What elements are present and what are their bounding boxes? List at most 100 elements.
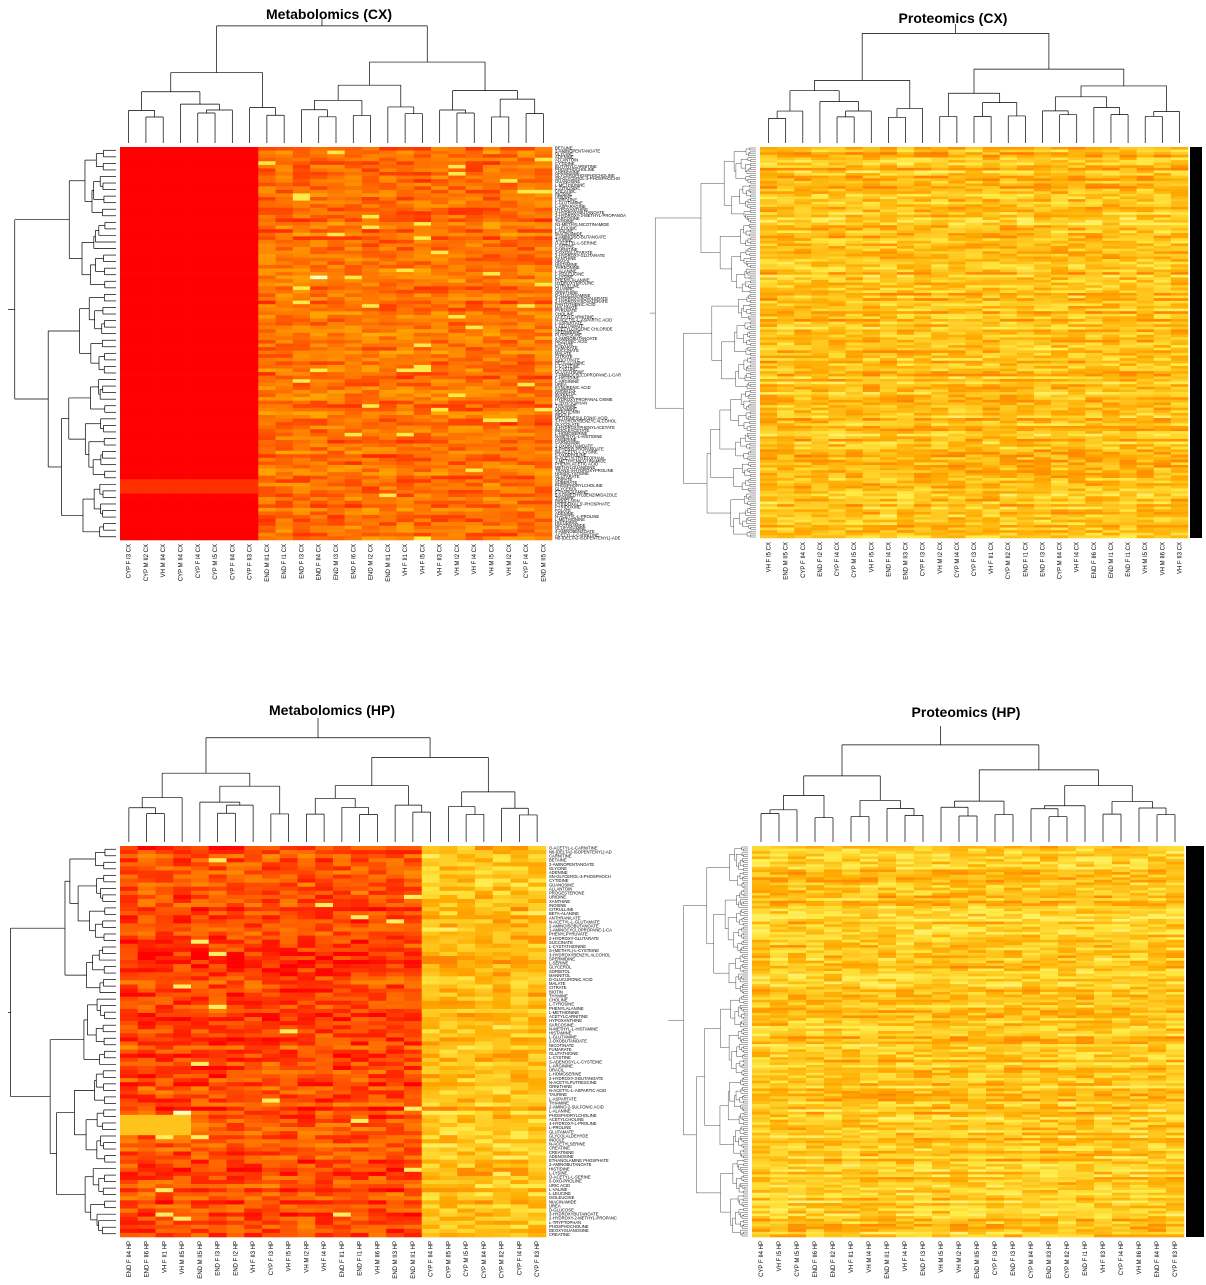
heatmap-cell (396, 386, 415, 391)
heatmap-cell (517, 468, 536, 473)
heatmap-cell (240, 200, 259, 205)
heatmap-cell (310, 425, 328, 430)
heatmap-cell (482, 172, 501, 176)
heatmap-cell (982, 256, 1000, 260)
heatmap-cell (292, 239, 311, 244)
heatmap-cell (223, 425, 242, 430)
heatmap-cell (534, 475, 553, 480)
row-label: SORBITOL (555, 388, 577, 393)
heatmap-cell (482, 500, 501, 505)
heatmap-cell (931, 196, 949, 200)
heatmap-cell (794, 251, 812, 255)
heatmap-cell (760, 191, 778, 195)
heatmap-cell (361, 275, 380, 280)
heatmap-cell (500, 243, 518, 248)
heatmap-cell (1119, 277, 1137, 281)
heatmap-cell (482, 186, 501, 191)
heatmap-cell (275, 222, 294, 226)
heatmap-cell (379, 379, 397, 384)
heatmap-cell (1170, 342, 1189, 346)
heatmap-cell (189, 304, 207, 309)
heatmap-cell (431, 243, 449, 248)
heatmap-cell (1102, 248, 1120, 252)
heatmap-cell (396, 500, 415, 505)
heatmap-cell (1102, 290, 1120, 294)
row-label: 2-OXOGLUTARATE (555, 250, 593, 255)
heatmap-cell (1136, 339, 1155, 343)
heatmap-cell (777, 233, 795, 236)
heatmap-cell (413, 536, 432, 541)
heatmap-cell (794, 324, 812, 328)
heatmap-cell (965, 253, 983, 257)
heatmap-cell (1119, 319, 1137, 322)
heatmap-cell (982, 316, 1000, 320)
heatmap-cell (828, 303, 846, 307)
row-label: INOSINE (555, 192, 572, 197)
heatmap-cell (914, 162, 932, 166)
heatmap-cell (361, 375, 380, 380)
heatmap-cell (1170, 316, 1189, 320)
heatmap-cell (310, 211, 328, 216)
heatmap-cell (465, 197, 484, 201)
heatmap-cell (534, 157, 553, 162)
heatmap-cell (171, 311, 190, 316)
column-label: VH F I4 CX (472, 544, 478, 574)
heatmap-cell (811, 264, 829, 268)
heatmap-cell (120, 447, 138, 451)
heatmap-cell (1170, 306, 1189, 309)
heatmap-cell (275, 314, 294, 319)
heatmap-cell (310, 286, 328, 291)
heatmap-cell (240, 168, 259, 173)
heatmap-cell (1068, 311, 1086, 315)
heatmap-cell (1051, 152, 1069, 156)
heatmap-cell (431, 247, 449, 251)
heatmap-cell (137, 325, 155, 330)
row-label: L-ASPARTATE (555, 321, 583, 326)
heatmap-cell (327, 429, 345, 434)
heatmap-cell (206, 182, 224, 187)
heatmap-cell (1085, 214, 1103, 218)
heatmap-cell (413, 218, 432, 223)
heatmap-cell (431, 229, 449, 234)
heatmap-cell (396, 182, 415, 187)
heatmap-cell (862, 269, 881, 273)
heatmap-cell (240, 254, 259, 259)
row-label: TYRAMINE (555, 403, 577, 408)
row-label: HYDROXYPROPANAL OXIME (555, 397, 613, 402)
heatmap-cell (396, 375, 415, 380)
heatmap-cell (1102, 272, 1120, 276)
heatmap-cell (914, 217, 932, 221)
heatmap-cell (1136, 347, 1155, 351)
heatmap-cell (223, 432, 242, 437)
heatmap-cell (171, 182, 190, 187)
heatmap-cell (344, 347, 363, 351)
heatmap-cell (1068, 316, 1086, 320)
heatmap-cell (982, 149, 1000, 153)
heatmap-cell (448, 364, 466, 369)
heatmap-cell (845, 272, 864, 276)
heatmap-cell (206, 429, 224, 434)
heatmap-cell (948, 303, 966, 307)
heatmap-cell (223, 364, 242, 369)
heatmap-cell (794, 274, 812, 278)
heatmap-cell (379, 172, 397, 176)
heatmap-cell (517, 404, 536, 409)
heatmap-cell (137, 529, 155, 534)
heatmap-cell (344, 157, 363, 162)
heatmap-cell (448, 343, 466, 348)
heatmap-cell (1153, 300, 1172, 304)
heatmap-cell (517, 154, 536, 159)
heatmap-cell (258, 172, 276, 176)
heatmap-cell (1102, 279, 1120, 283)
heatmap-cell (1068, 337, 1086, 341)
heatmap-cell (1033, 193, 1052, 197)
row-label: L-CYSTEINE (555, 363, 580, 368)
heatmap-cell (258, 436, 276, 441)
heatmap-cell (862, 326, 881, 330)
heatmap-cell (760, 227, 778, 231)
heatmap-cell (500, 325, 518, 330)
heatmap-cell (896, 183, 915, 187)
heatmap-cell (137, 214, 155, 219)
heatmap-cell (206, 425, 224, 430)
heatmap-cell (1085, 326, 1103, 330)
